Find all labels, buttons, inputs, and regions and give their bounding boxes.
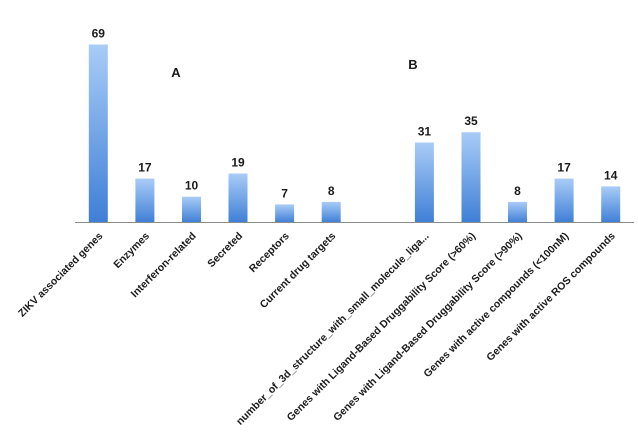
- bar: [554, 178, 574, 223]
- bar: [182, 196, 201, 223]
- data-label: 31: [418, 125, 432, 139]
- bar: [228, 173, 248, 223]
- data-label: 35: [464, 114, 478, 128]
- x-tick-label: Enzymes: [111, 230, 152, 271]
- data-label: 8: [328, 184, 335, 198]
- x-tick-label: Genes with Ligand-Based Druggability Sco…: [331, 230, 525, 424]
- bar: [508, 201, 527, 223]
- data-label: 17: [557, 161, 571, 175]
- data-label: 7: [281, 186, 288, 200]
- x-tick-label: ZIKV associated genes: [16, 230, 105, 319]
- panel-label: B: [408, 57, 417, 72]
- bar: [275, 204, 295, 223]
- bar: [88, 44, 108, 223]
- data-label: 10: [185, 179, 199, 193]
- bar: [321, 201, 341, 223]
- bar: [601, 186, 621, 223]
- data-label: 8: [514, 184, 521, 198]
- x-tick-label: Secreted: [205, 230, 245, 270]
- data-label: 17: [138, 161, 152, 175]
- data-label: 19: [231, 156, 245, 170]
- bar: [135, 178, 155, 223]
- data-label: 14: [604, 168, 618, 182]
- bar: [414, 142, 434, 223]
- x-tick-label: Receptors: [247, 230, 292, 275]
- bar: [461, 132, 481, 223]
- data-label: 69: [92, 27, 106, 41]
- x-tick-label: Current drug targets: [258, 230, 339, 311]
- panel-label: A: [171, 65, 181, 80]
